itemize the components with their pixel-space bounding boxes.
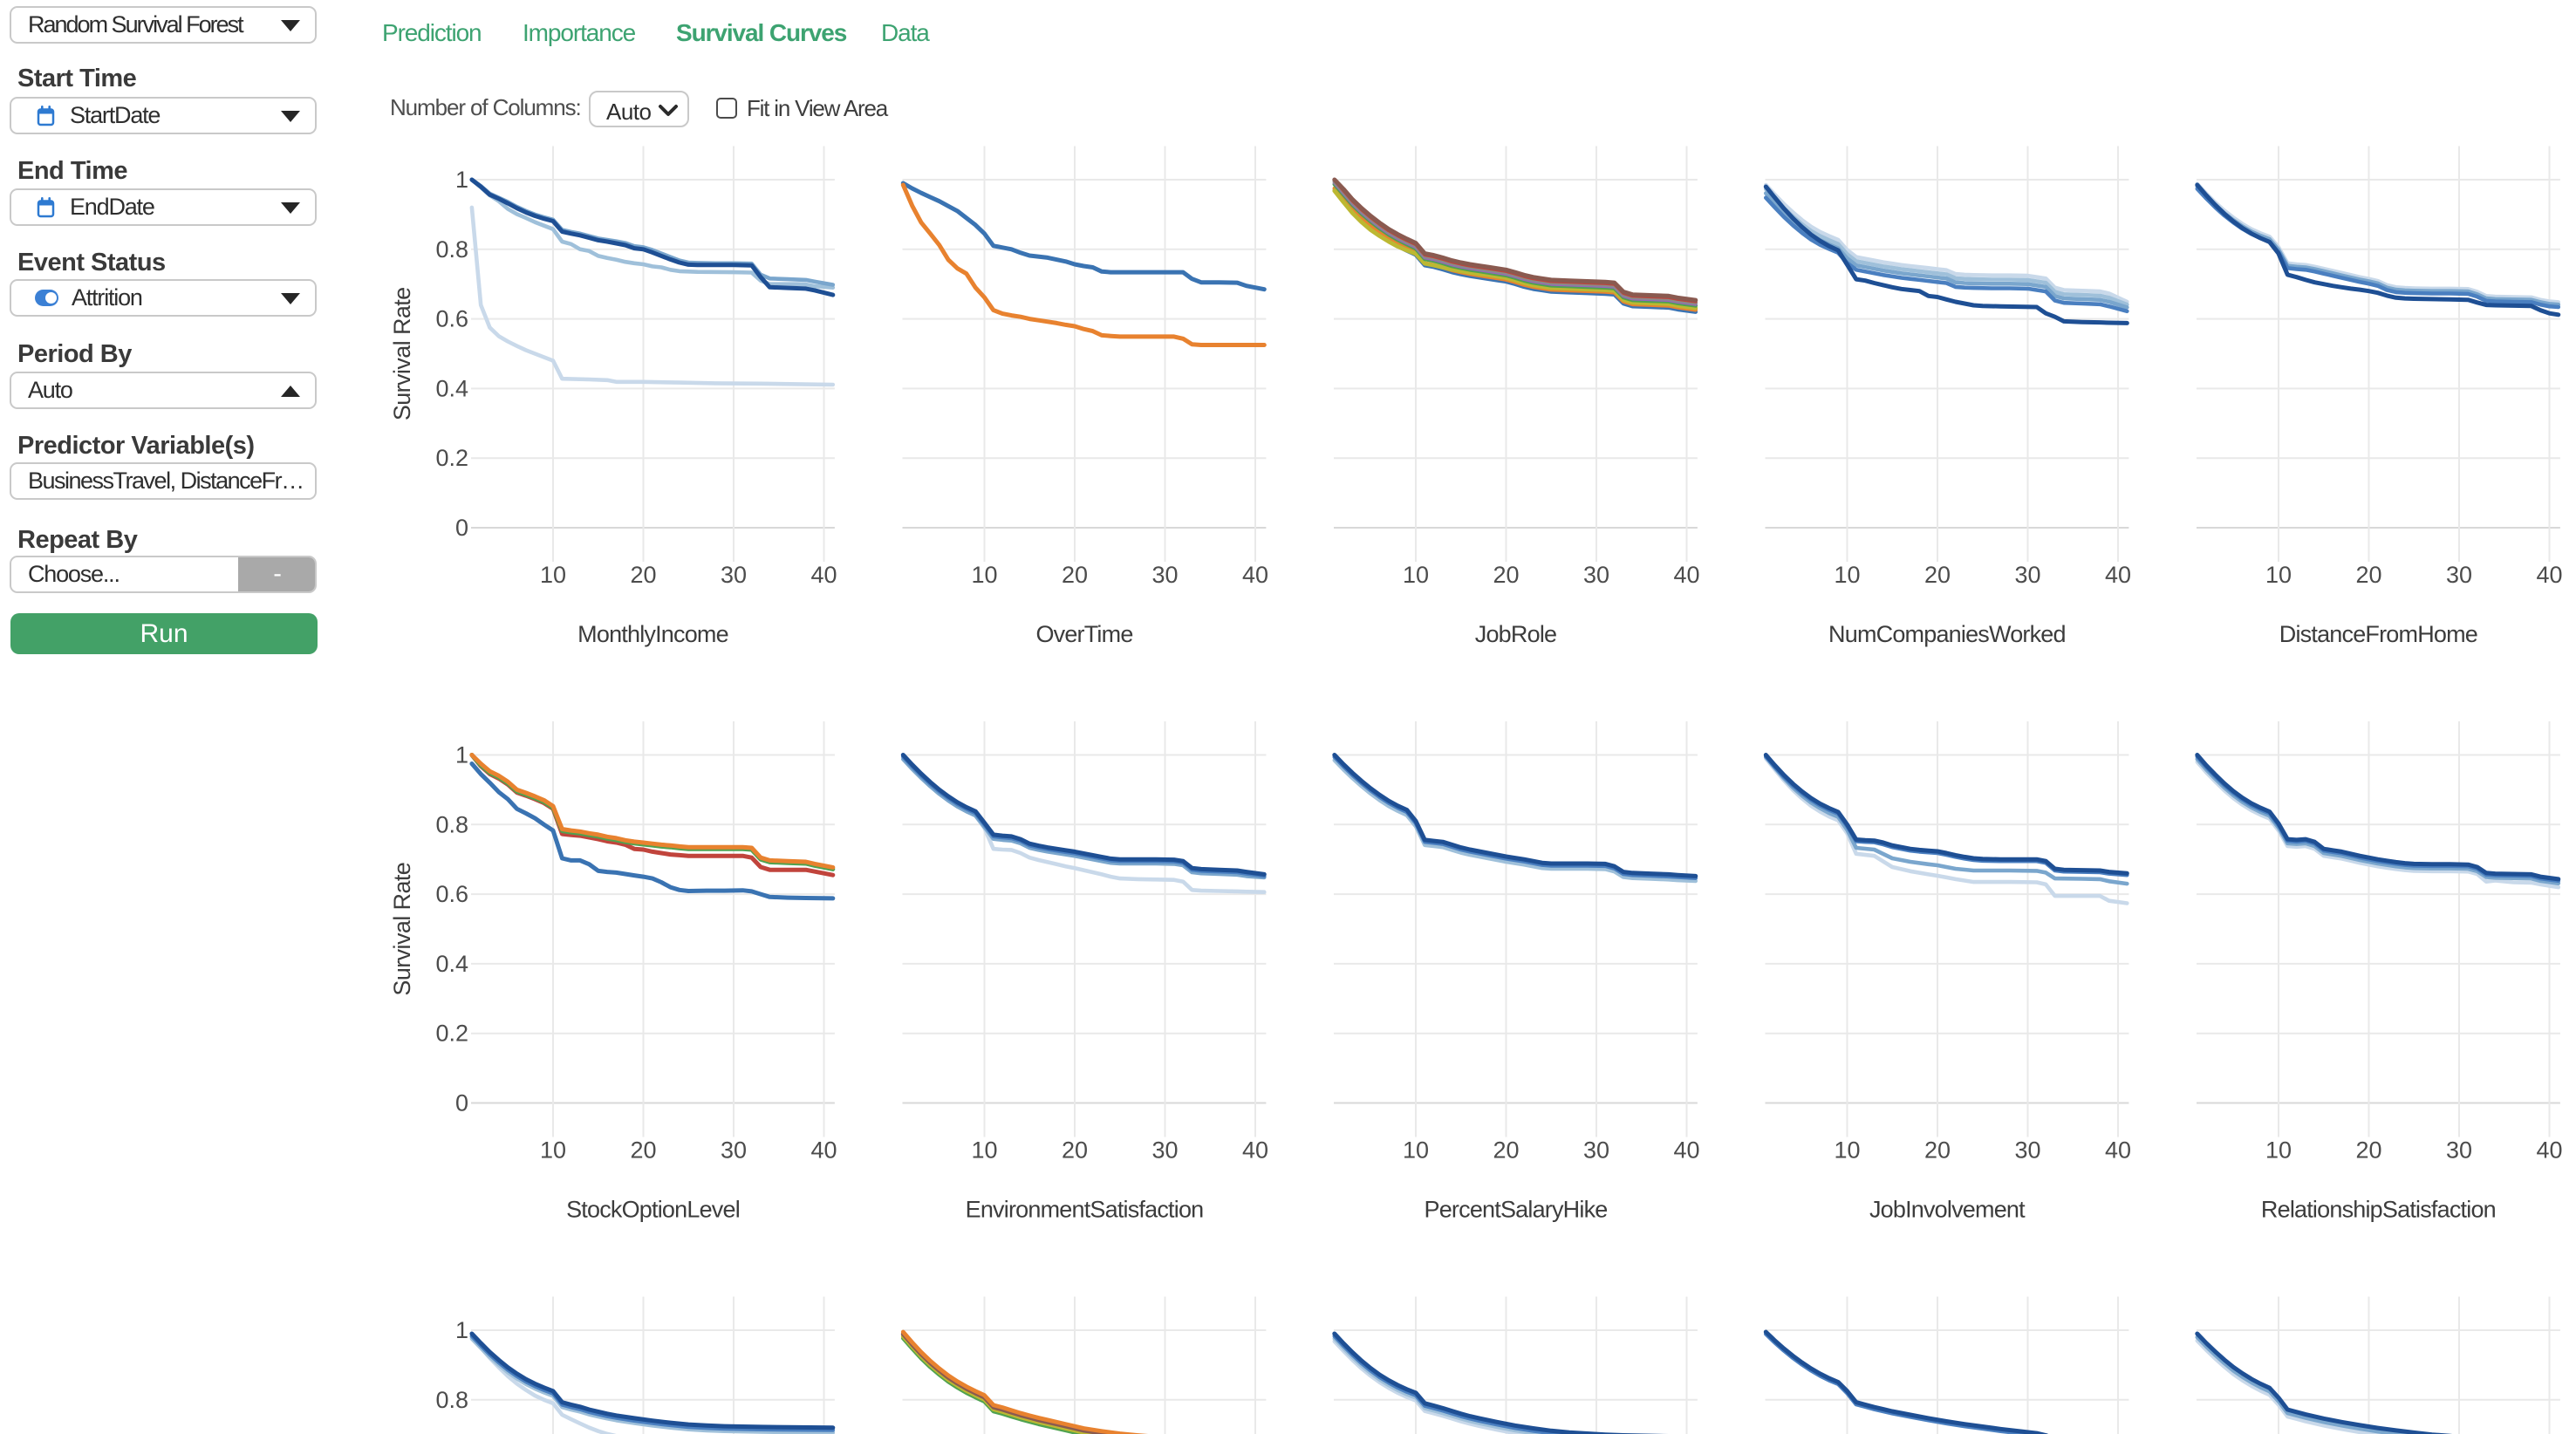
- svg-text:StockOptionLevel: StockOptionLevel: [566, 1197, 740, 1223]
- svg-text:1: 1: [455, 742, 468, 768]
- svg-text:0.4: 0.4: [435, 375, 468, 401]
- svg-text:20: 20: [1924, 1137, 1951, 1164]
- svg-text:20: 20: [1924, 562, 1951, 588]
- svg-text:10: 10: [1834, 1137, 1860, 1164]
- svg-text:20: 20: [1493, 562, 1519, 588]
- svg-text:OverTime: OverTime: [1035, 621, 1132, 647]
- svg-text:20: 20: [2355, 1137, 2381, 1164]
- svg-text:10: 10: [540, 1137, 566, 1164]
- svg-text:40: 40: [1242, 1137, 1268, 1164]
- svg-text:20: 20: [630, 562, 656, 588]
- svg-text:40: 40: [1673, 1137, 1699, 1164]
- svg-text:30: 30: [1151, 1137, 1178, 1164]
- svg-text:EnvironmentSatisfaction: EnvironmentSatisfaction: [966, 1197, 1204, 1223]
- svg-text:30: 30: [2014, 562, 2040, 588]
- svg-text:30: 30: [1583, 562, 1609, 588]
- svg-text:0.8: 0.8: [435, 811, 468, 837]
- svg-text:10: 10: [1834, 562, 1860, 588]
- svg-text:30: 30: [721, 562, 747, 588]
- svg-text:10: 10: [971, 1137, 997, 1164]
- svg-text:1: 1: [455, 1317, 468, 1343]
- svg-text:RelationshipSatisfaction: RelationshipSatisfaction: [2261, 1197, 2496, 1223]
- svg-text:20: 20: [1062, 1137, 1088, 1164]
- svg-text:40: 40: [1673, 562, 1699, 588]
- svg-text:30: 30: [1151, 562, 1178, 588]
- svg-text:0.2: 0.2: [435, 1021, 468, 1047]
- svg-text:40: 40: [2536, 1137, 2562, 1164]
- svg-text:30: 30: [1583, 1137, 1609, 1164]
- svg-text:0.4: 0.4: [435, 951, 468, 977]
- svg-text:0.6: 0.6: [435, 881, 468, 907]
- svg-text:10: 10: [1403, 562, 1429, 588]
- svg-text:40: 40: [2536, 562, 2562, 588]
- svg-text:1: 1: [455, 167, 468, 193]
- svg-text:40: 40: [810, 1137, 837, 1164]
- svg-text:0: 0: [455, 515, 468, 541]
- svg-text:40: 40: [810, 562, 837, 588]
- svg-text:PercentSalaryHike: PercentSalaryHike: [1425, 1197, 1608, 1223]
- svg-text:20: 20: [2355, 562, 2381, 588]
- svg-text:30: 30: [2014, 1137, 2040, 1164]
- svg-text:Survival Rate: Survival Rate: [389, 863, 415, 996]
- svg-text:10: 10: [971, 562, 997, 588]
- svg-text:DistanceFromHome: DistanceFromHome: [2279, 621, 2477, 647]
- svg-text:30: 30: [721, 1137, 747, 1164]
- svg-text:Survival Rate: Survival Rate: [389, 287, 415, 420]
- svg-text:20: 20: [630, 1137, 656, 1164]
- svg-text:JobRole: JobRole: [1475, 621, 1556, 647]
- svg-text:0.6: 0.6: [435, 306, 468, 332]
- svg-text:MonthlyIncome: MonthlyIncome: [577, 621, 728, 647]
- svg-text:20: 20: [1493, 1137, 1519, 1164]
- svg-text:10: 10: [2265, 562, 2292, 588]
- svg-text:30: 30: [2446, 562, 2472, 588]
- svg-text:40: 40: [2105, 1137, 2131, 1164]
- svg-text:40: 40: [1242, 562, 1268, 588]
- svg-text:10: 10: [2265, 1137, 2292, 1164]
- svg-text:JobInvolvement: JobInvolvement: [1869, 1197, 2026, 1223]
- svg-text:10: 10: [1403, 1137, 1429, 1164]
- svg-text:0.8: 0.8: [435, 236, 468, 263]
- svg-text:0.2: 0.2: [435, 445, 468, 471]
- svg-text:20: 20: [1062, 562, 1088, 588]
- svg-text:10: 10: [540, 562, 566, 588]
- svg-text:40: 40: [2105, 562, 2131, 588]
- svg-text:0: 0: [455, 1090, 468, 1116]
- svg-text:NumCompaniesWorked: NumCompaniesWorked: [1828, 621, 2066, 647]
- svg-text:30: 30: [2446, 1137, 2472, 1164]
- svg-text:0.8: 0.8: [435, 1387, 468, 1413]
